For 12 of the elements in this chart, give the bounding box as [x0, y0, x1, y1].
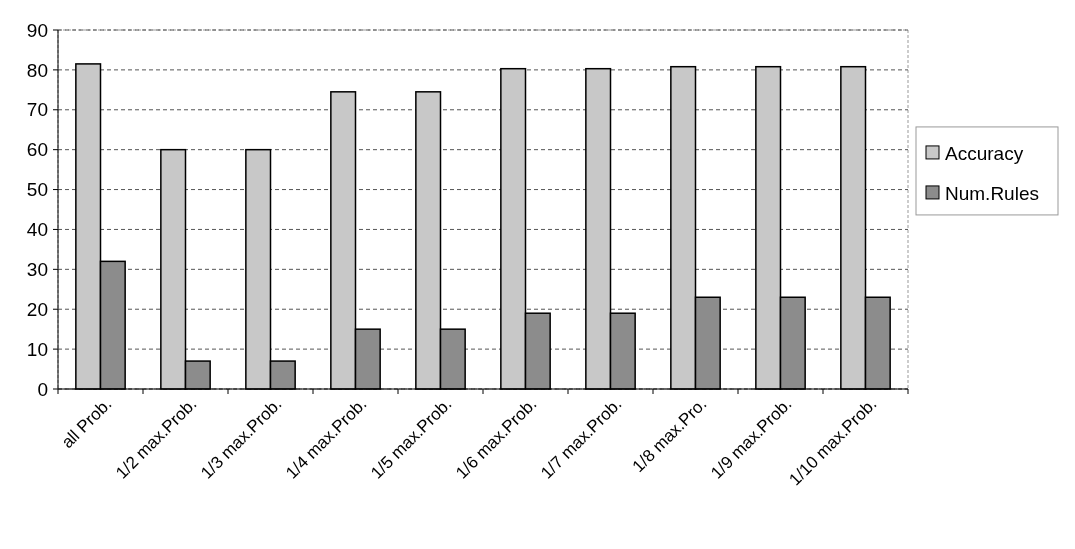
- y-tick-label: 10: [26, 338, 48, 360]
- legend-label: Num.Rules: [945, 182, 1039, 204]
- y-tick-label: 60: [26, 139, 48, 161]
- y-tick-label: 80: [26, 59, 48, 81]
- y-tick-label: 50: [26, 179, 48, 201]
- y-tick-label: 40: [26, 219, 48, 241]
- y-tick-label: 0: [37, 378, 48, 400]
- y-tick-label: 30: [26, 258, 48, 280]
- y-tick-label: 90: [26, 19, 48, 41]
- y-tick-label: 70: [26, 99, 48, 121]
- y-tick-label: 20: [26, 298, 48, 320]
- legend-label: Accuracy: [945, 142, 1024, 164]
